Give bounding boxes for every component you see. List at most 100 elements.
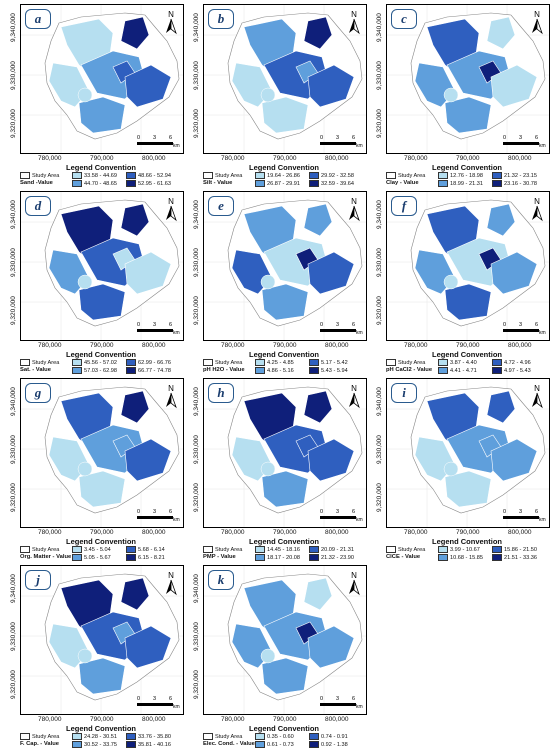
y-tick-label: 9,320,000 [193,670,200,699]
legend-label: Study Area [398,546,426,553]
panel-label: e [208,196,234,216]
svg-text:km: km [356,143,363,149]
map-panel-g: g N 0 3 6 km 9,340,000 9,330,000 9,320,000 780,00… [10,378,184,563]
y-tick-label: 9,320,000 [10,670,17,699]
variable-name: Sat. - Value [20,367,51,373]
svg-text:6: 6 [169,509,172,515]
legend: Study Area 3.45 - 5.04 5.68 - 6.14 5.05 - 5… [20,546,184,564]
legend-class-2: 0.61 - 0.73 [255,741,294,748]
map-panel-c: c N 0 3 6 km 9,340,000 9,330,000 9,320,000 780,00… [376,4,550,189]
legend-swatch [386,172,396,179]
legend-label: 5.43 - 5.94 [321,367,348,374]
map-frame: k N 0 3 6 km [203,565,367,715]
legend-class-2: 18.99 - 21.31 [438,180,483,187]
legend-label: 21.51 - 33.36 [504,554,537,561]
class-zone [124,438,172,482]
map-frame: e N 0 3 6 km [203,191,367,341]
map-frame: h N 0 3 6 km [203,378,367,528]
map-panel-f: f N 0 3 6 km 9,340,000 9,330,000 9,320,000 780,00… [376,191,550,376]
x-tick-label: 780,000 [38,716,62,723]
svg-text:km: km [356,704,363,710]
legend-swatch [255,367,265,374]
legend-swatch [492,172,502,179]
legend-label: 0.35 - 0.60 [267,733,294,740]
legend-label: 3.87 - 4.40 [450,359,477,366]
y-tick-label: 9,330,000 [376,248,383,277]
legend-label: 62.99 - 66.76 [138,359,171,366]
legend-swatch [72,733,82,740]
class-zone [124,64,172,108]
x-tick-label: 780,000 [221,529,245,536]
legend-label: 5.17 - 5.42 [321,359,348,366]
legend-label: 3.45 - 5.04 [84,546,111,553]
x-tick-label: 790,000 [90,529,114,536]
class-zone [303,16,333,50]
svg-text:km: km [173,143,180,149]
x-tick-label: 800,000 [508,342,532,349]
map-frame: g N 0 3 6 km [20,378,184,528]
class-zone [78,470,126,508]
svg-text:3: 3 [153,509,156,515]
legend-class-1: 12.76 - 18.98 [438,172,483,179]
legend-swatch [492,367,502,374]
legend-label: 44.70 - 48.65 [84,180,117,187]
map-frame: a N 0 3 6 km [20,4,184,154]
legend-swatch [20,359,30,366]
variable-name: CICE - Value [386,554,421,560]
legend-label: 4.41 - 4.71 [450,367,477,374]
legend-swatch [72,180,82,187]
class-zone [120,577,150,611]
svg-text:N: N [168,384,174,393]
legend-swatch [309,741,319,748]
legend-study-area: Study Area [20,359,59,366]
svg-text:0: 0 [137,509,140,515]
class-zone [261,283,309,321]
legend-swatch [255,172,265,179]
svg-text:3: 3 [153,322,156,328]
legend: Study Area 12.76 - 18.98 21.32 - 23.15 18.9… [386,172,550,190]
legend-class-3: 62.99 - 66.76 [126,359,171,366]
legend-study-area: Study Area [386,172,425,179]
legend-study-area: Study Area [203,733,242,740]
class-zone [78,657,126,695]
legend-swatch [126,180,136,187]
svg-text:6: 6 [169,696,172,702]
y-tick-label: 9,330,000 [10,435,17,464]
class-zone [444,470,492,508]
y-tick-label: 9,320,000 [10,109,17,138]
legend-label: Study Area [215,546,243,553]
svg-text:0: 0 [320,135,323,141]
legend-class-4: 0.92 - 1.38 [309,741,348,748]
panel-label: j [25,570,51,590]
y-tick-label: 9,340,000 [193,574,200,603]
legend-label: 4.25 - 4.85 [267,359,294,366]
svg-text:0: 0 [137,322,140,328]
class-zone [78,283,126,321]
legend-label: 33.76 - 35.80 [138,733,171,740]
panel-label: b [208,9,234,29]
legend-swatch [492,180,502,187]
class-zone [78,96,126,134]
legend-label: 0.92 - 1.38 [321,741,348,748]
legend-label: 3.99 - 10.67 [450,546,480,553]
class-zone [261,470,309,508]
class-zone [303,390,333,424]
svg-text:6: 6 [352,696,355,702]
legend-class-3: 15.86 - 21.50 [492,546,537,553]
svg-text:km: km [356,517,363,523]
legend-title: Legend Convention [249,537,319,546]
legend-class-3: 0.74 - 0.91 [309,733,348,740]
legend-class-4: 66.77 - 74.78 [126,367,171,374]
legend-label: 29.92 - 32.58 [321,172,354,179]
legend-study-area: Study Area [203,172,242,179]
legend-swatch [255,554,265,561]
svg-text:6: 6 [535,135,538,141]
svg-text:6: 6 [169,135,172,141]
legend-swatch [203,546,213,553]
svg-text:N: N [534,197,540,206]
class-zone [490,64,538,108]
legend-class-1: 33.58 - 44.69 [72,172,117,179]
y-tick-label: 9,330,000 [193,435,200,464]
x-tick-label: 780,000 [404,529,428,536]
svg-text:0: 0 [503,509,506,515]
